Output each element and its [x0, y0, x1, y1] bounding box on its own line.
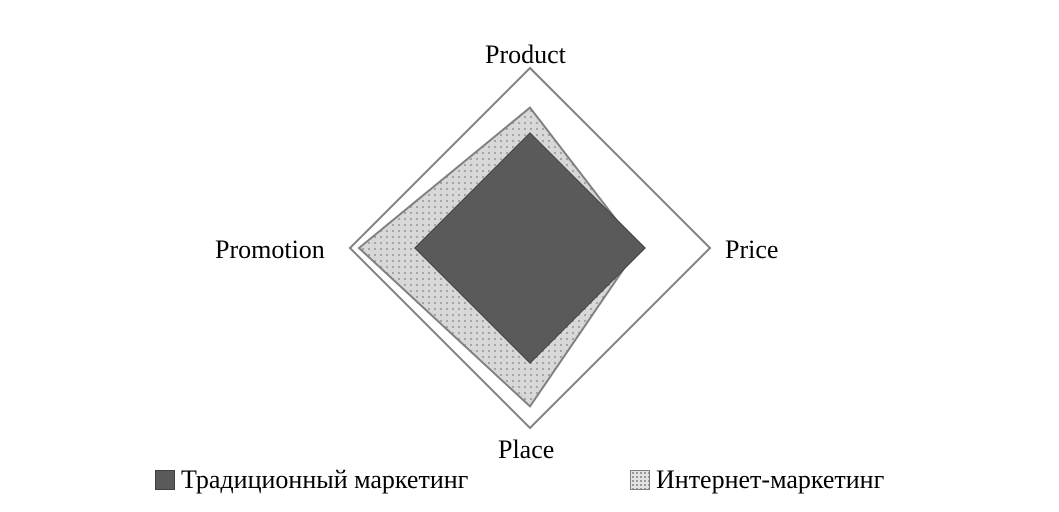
legend-swatch-traditional: [155, 470, 175, 490]
axis-label-promotion: Promotion: [215, 235, 325, 265]
axis-label-product: Product: [485, 40, 566, 70]
axis-label-price: Price: [725, 235, 778, 265]
radar-chart-container: Product Price Place Promotion Традиционн…: [0, 0, 1059, 512]
legend-item-traditional: Традиционный маркетинг: [155, 465, 468, 495]
legend-item-internet: Интернет-маркетинг: [630, 465, 884, 495]
legend-label-traditional: Традиционный маркетинг: [181, 465, 468, 495]
legend-label-internet: Интернет-маркетинг: [656, 465, 884, 495]
legend-swatch-internet: [630, 470, 650, 490]
axis-label-place: Place: [498, 435, 554, 465]
